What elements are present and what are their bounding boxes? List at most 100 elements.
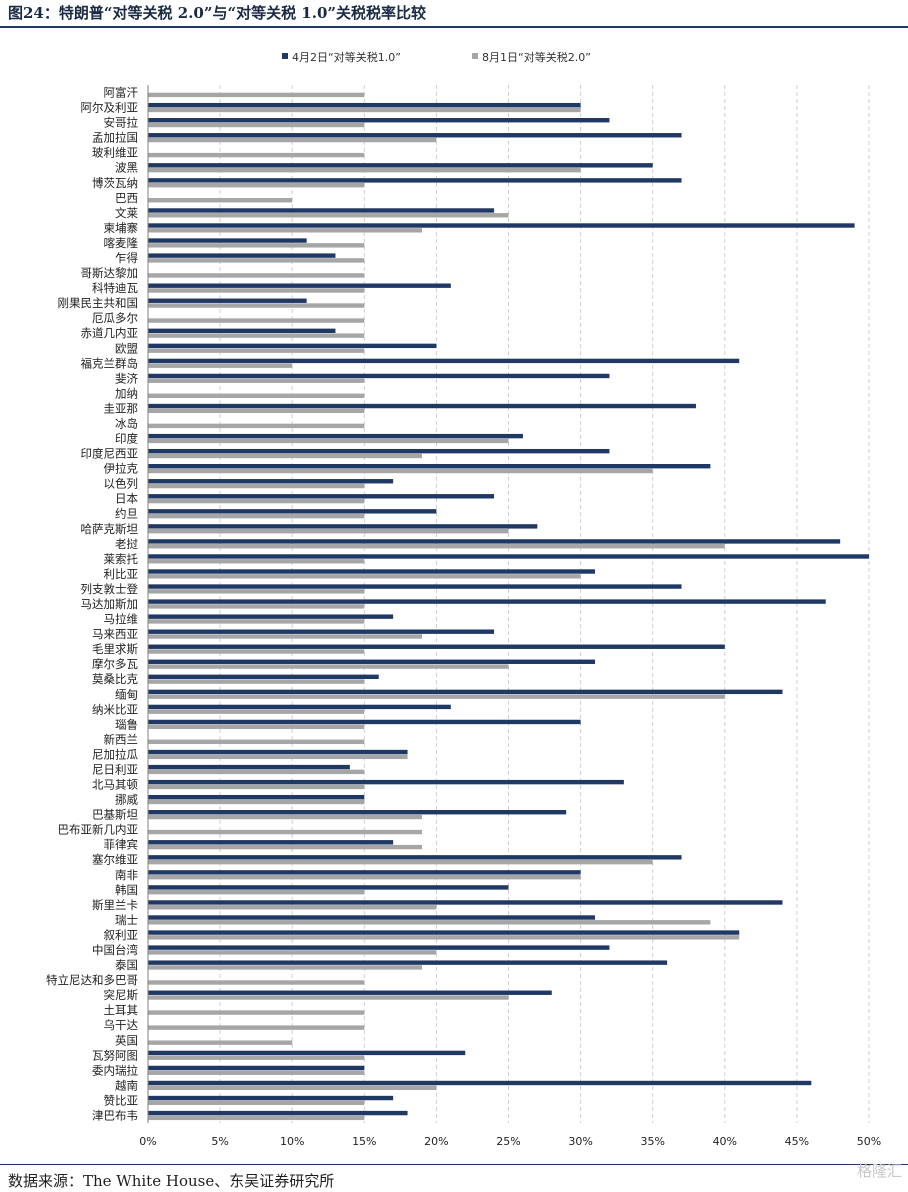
bar-series-2 — [148, 528, 509, 534]
bar-series-2 — [148, 152, 365, 158]
bar-series-1 — [148, 373, 610, 379]
category-label: 赤道几内亚 — [81, 326, 139, 340]
bar-series-1 — [148, 509, 437, 514]
bar-series-2 — [148, 589, 365, 594]
x-tick-label: 45% — [785, 1135, 809, 1148]
bar-series-1 — [148, 990, 552, 995]
bar-series-2 — [148, 408, 365, 414]
bar-series-2 — [148, 799, 365, 805]
bar-series-2 — [148, 679, 365, 684]
bar-series-2 — [148, 754, 408, 760]
bar-series-1 — [148, 1110, 408, 1116]
category-label: 马拉维 — [104, 612, 139, 626]
bar-series-1 — [148, 764, 350, 770]
category-label: 日本 — [115, 492, 138, 506]
category-label: 安哥拉 — [104, 116, 139, 130]
bar-series-1 — [148, 719, 581, 725]
bars — [148, 92, 869, 1121]
category-label: 委内瑞拉 — [92, 1063, 138, 1077]
bar-series-1 — [148, 223, 855, 228]
bar-series-1 — [148, 524, 538, 529]
x-axis-ticks: 0% 5% 10% 15% 20% 25% 30% 35% 40% 45% 50% — [139, 1135, 881, 1148]
x-tick-label: 20% — [424, 1135, 448, 1148]
bar-series-2 — [148, 92, 365, 98]
category-label: 印度 — [115, 432, 138, 446]
bar-series-2 — [148, 318, 365, 323]
bar-series-2 — [148, 243, 365, 248]
category-label: 喀麦隆 — [104, 236, 139, 250]
category-label: 乍得 — [115, 251, 138, 265]
bar-series-2 — [148, 107, 581, 113]
category-label: 北马其顿 — [92, 778, 138, 792]
category-label: 巴布亚新几内亚 — [58, 823, 139, 837]
category-label: 圭亚那 — [104, 401, 139, 415]
bar-series-1 — [148, 102, 581, 108]
bar-series-1 — [148, 599, 826, 604]
category-label: 伊拉克 — [104, 462, 139, 476]
bar-series-1 — [148, 569, 596, 574]
bar-series-1 — [148, 885, 509, 890]
category-label: 英国 — [115, 1033, 138, 1047]
bar-series-2 — [148, 1055, 365, 1060]
category-label: 毛里求斯 — [92, 642, 138, 656]
bar-series-1 — [148, 298, 307, 303]
bar-series-1 — [148, 960, 668, 965]
category-label: 纳米比亚 — [92, 702, 138, 716]
category-label: 加纳 — [115, 386, 138, 400]
bar-series-2 — [148, 890, 365, 895]
bar-series-1 — [148, 584, 682, 589]
category-labels: 阿富汗阿尔及利亚安哥拉孟加拉国玻利维亚波黑博茨瓦纳巴西文莱柬埔寨喀麦隆乍得哥斯达… — [46, 86, 138, 1123]
bar-series-1 — [148, 1080, 812, 1086]
bar-series-2 — [148, 724, 365, 729]
legend-swatch-series-2 — [472, 53, 478, 59]
bar-series-2 — [148, 1100, 365, 1106]
category-label: 乌干达 — [104, 1018, 139, 1032]
x-tick-label: 25% — [496, 1135, 520, 1148]
bar-series-2 — [148, 784, 365, 790]
bar-series-2 — [148, 1115, 365, 1121]
bar-series-1 — [148, 794, 365, 800]
category-label: 叙利亚 — [104, 928, 139, 942]
category-label: 斯里兰卡 — [92, 898, 138, 912]
bar-series-1 — [148, 1065, 365, 1071]
category-label: 阿富汗 — [104, 86, 139, 100]
bar-series-1 — [148, 554, 869, 559]
bar-series-1 — [148, 208, 495, 213]
category-label: 马达加斯加 — [81, 597, 139, 611]
bar-series-1 — [148, 253, 336, 258]
bar-series-2 — [148, 378, 365, 383]
bar-series-2 — [148, 483, 365, 489]
x-tick-label: 5% — [211, 1135, 228, 1148]
bar-series-2 — [148, 303, 365, 308]
bar-series-2 — [148, 333, 365, 338]
bar-series-2 — [148, 619, 365, 624]
bar-series-2 — [148, 137, 437, 143]
gridlines — [219, 85, 870, 1123]
tariff-comparison-chart: 4月2日“对等关税1.0” 8月1日“对等关税2.0” 阿富汗阿尔及利亚安哥拉孟… — [46, 50, 881, 1148]
category-label: 莱索托 — [104, 552, 139, 566]
bar-series-1 — [148, 118, 610, 123]
bar-series-2 — [148, 980, 365, 985]
bar-series-2 — [148, 544, 725, 549]
category-label: 斐济 — [115, 371, 138, 385]
bar-series-2 — [148, 498, 365, 504]
bar-series-2 — [148, 920, 711, 925]
bar-series-1 — [148, 433, 523, 439]
legend-swatch-series-1 — [282, 53, 288, 59]
bar-series-1 — [148, 629, 495, 634]
category-label: 柬埔寨 — [104, 221, 139, 235]
bar-series-2 — [148, 559, 365, 564]
bar-series-2 — [148, 634, 422, 639]
category-label: 挪威 — [115, 793, 138, 807]
category-label: 泰国 — [115, 958, 138, 972]
bar-series-1 — [148, 343, 437, 349]
category-label: 瓦努阿图 — [92, 1048, 138, 1062]
bar-series-1 — [148, 915, 596, 920]
bar-series-1 — [148, 644, 725, 649]
x-tick-label: 30% — [568, 1135, 592, 1148]
legend-label-series-2: 8月1日“对等关税2.0” — [482, 50, 591, 64]
bar-series-2 — [148, 1010, 365, 1015]
bar-series-1 — [148, 659, 596, 664]
category-label: 突尼斯 — [104, 988, 139, 1002]
category-label: 刚果民主共和国 — [58, 296, 139, 310]
